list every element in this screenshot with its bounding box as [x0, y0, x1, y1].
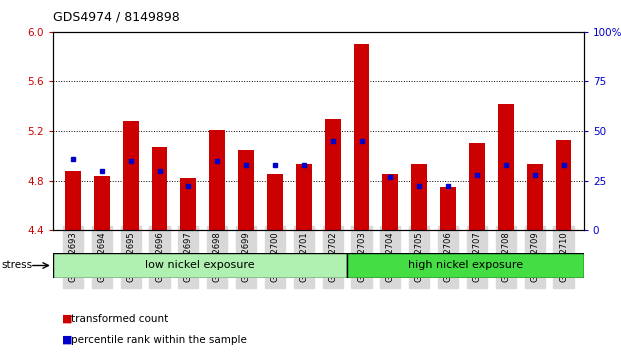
- Text: ■: ■: [62, 314, 73, 324]
- Text: percentile rank within the sample: percentile rank within the sample: [71, 335, 247, 345]
- Text: GDS4974 / 8149898: GDS4974 / 8149898: [53, 11, 179, 24]
- Bar: [65, 171, 81, 230]
- Bar: [123, 121, 138, 230]
- Text: high nickel exposure: high nickel exposure: [408, 261, 523, 270]
- Bar: [238, 150, 254, 230]
- Text: stress: stress: [2, 261, 33, 270]
- Bar: [527, 165, 543, 230]
- Bar: [440, 187, 456, 230]
- Text: transformed count: transformed count: [71, 314, 169, 324]
- Bar: [152, 147, 168, 230]
- Bar: [267, 175, 283, 230]
- Bar: [94, 176, 110, 230]
- Bar: [353, 44, 369, 230]
- Bar: [383, 175, 398, 230]
- Bar: [325, 119, 341, 230]
- Bar: [556, 140, 571, 230]
- Bar: [498, 104, 514, 230]
- Bar: [347, 253, 584, 278]
- Bar: [411, 165, 427, 230]
- Bar: [181, 178, 196, 230]
- Bar: [469, 143, 485, 230]
- Bar: [296, 165, 312, 230]
- Bar: [209, 130, 225, 230]
- Bar: [53, 253, 347, 278]
- Text: low nickel exposure: low nickel exposure: [145, 261, 255, 270]
- Text: ■: ■: [62, 335, 73, 345]
